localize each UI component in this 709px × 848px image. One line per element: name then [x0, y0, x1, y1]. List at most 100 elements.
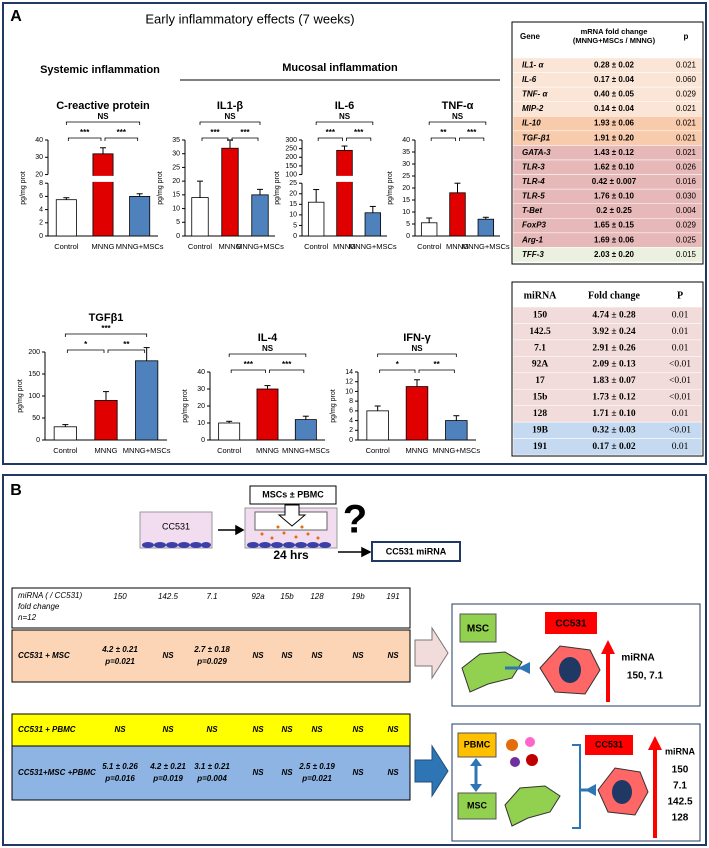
y-tick-label: 5	[293, 222, 297, 229]
mirna-name: 128	[533, 409, 548, 419]
p-value: 0.01	[672, 442, 689, 452]
y-tick-label: 100	[28, 393, 40, 400]
y-axis-label: pg/mg prot	[182, 389, 189, 423]
table-row	[512, 247, 703, 263]
fold-change: 0.17 ± 0.02	[592, 442, 635, 452]
x-tick-label: MNNG+MSCs	[116, 242, 164, 251]
dish-1	[139, 511, 213, 549]
significance-label: NS	[262, 344, 274, 353]
cell: p=0.029	[196, 657, 227, 666]
p-value: 0.026	[676, 162, 697, 171]
y-tick-label: 25	[172, 164, 180, 171]
y-tick-label: 30	[35, 154, 43, 161]
significance-label: ***	[80, 128, 90, 137]
y-tick-label: 2	[39, 220, 43, 227]
bar	[53, 426, 77, 441]
y-tick-label: 20	[35, 171, 43, 178]
y-tick-label: 4	[39, 206, 43, 213]
y-tick-label: 0	[201, 437, 205, 444]
fold-change: 0.28 ± 0.02	[594, 60, 635, 69]
bar	[366, 410, 389, 441]
table-header: P	[677, 290, 683, 301]
y-tick-label: 5	[406, 221, 410, 228]
p-value: 0.016	[676, 177, 697, 186]
bar	[191, 197, 209, 237]
column-label: 7.1	[206, 592, 217, 601]
significance-bracket	[64, 333, 148, 337]
cell: p=0.021	[104, 657, 135, 666]
x-tick-label: MNNG+MSCs	[123, 446, 171, 455]
fold-change: 0.2 ± 0.25	[596, 206, 632, 215]
bar	[129, 195, 151, 237]
significance-bracket	[379, 369, 416, 373]
y-tick-label: 40	[402, 137, 410, 144]
gene-name: TLR-4	[522, 177, 545, 186]
gene-name: TLR-3	[522, 162, 545, 171]
table-row	[512, 438, 703, 456]
gene-name: IL-6	[522, 75, 537, 84]
p-value: <0.01	[669, 360, 691, 370]
y-tick-label: 20	[402, 185, 410, 192]
dish-2	[244, 504, 338, 549]
significance-label: NS	[452, 112, 464, 121]
significance-label: ***	[467, 128, 477, 137]
cell: NS	[352, 651, 364, 660]
significance-bracket	[418, 369, 455, 373]
cell: NS	[252, 651, 264, 660]
x-tick-label: MNNG	[333, 242, 356, 251]
table-header: p	[684, 32, 689, 41]
y-tick-label: 200	[28, 349, 40, 356]
y-tick-label: 6	[349, 408, 353, 415]
significance-label: **	[123, 340, 130, 349]
significance-bracket	[65, 121, 141, 125]
cell: p=0.021	[301, 774, 332, 783]
y-tick-label: 10	[402, 209, 410, 216]
table-row	[11, 745, 411, 801]
gene-name: IL1- α	[522, 60, 544, 69]
table-header: Gene	[520, 32, 541, 41]
table-row	[11, 629, 411, 683]
significance-label: ***	[282, 360, 292, 369]
cell: 4.2 ± 0.21	[101, 645, 138, 654]
result-box	[371, 541, 461, 562]
column-label: 150	[113, 592, 127, 601]
mirna-label: miRNA	[665, 746, 696, 756]
p-value: 0.029	[676, 221, 697, 230]
cell: 2.5 ± 0.19	[298, 762, 335, 771]
cell-label: MSC	[467, 800, 488, 810]
significance-bracket	[199, 121, 261, 125]
significance-label: NS	[411, 344, 423, 353]
x-tick-label: MNNG	[92, 242, 115, 251]
x-tick-label: Control	[54, 242, 79, 251]
fold-change: 1.91 ± 0.20	[594, 133, 635, 142]
table-header: mRNA fold change	[581, 27, 648, 36]
cell: 4.2 ± 0.21	[149, 762, 186, 771]
y-tick-label: 0	[39, 233, 43, 240]
significance-label: ***	[101, 324, 111, 333]
x-tick-label: Control	[217, 446, 242, 455]
mirna-name: 15b	[533, 393, 548, 403]
significance-bracket	[107, 349, 146, 353]
y-axis-label: pg/mg prot	[17, 379, 24, 413]
mirna-name: 191	[533, 442, 548, 452]
mirna-list: 7.1	[673, 781, 687, 792]
fold-change: 1.71 ± 0.10	[592, 409, 635, 419]
significance-bracket	[228, 353, 307, 357]
gene-name: GATA-3	[522, 148, 551, 157]
table-header: miRNA ( / CC531)	[18, 591, 82, 600]
question-mark: ?	[343, 498, 367, 542]
y-axis-label: pg/mg prot	[330, 389, 337, 423]
bar	[449, 192, 466, 237]
y-tick-label: 2	[349, 427, 353, 434]
y-tick-label: 0	[349, 437, 353, 444]
fold-change: 1.62 ± 0.10	[594, 162, 635, 171]
cell: p=0.004	[196, 774, 227, 783]
y-tick-label: 15	[289, 201, 297, 208]
mirna-label: miRNA	[621, 653, 654, 664]
y-axis-label: pg/mg prot	[157, 171, 164, 205]
chart-title: TNF-α	[442, 100, 474, 112]
y-tick-label: 15	[402, 197, 410, 204]
bar	[135, 360, 159, 441]
p-value: 0.060	[676, 75, 697, 84]
significance-label: **	[434, 360, 441, 369]
